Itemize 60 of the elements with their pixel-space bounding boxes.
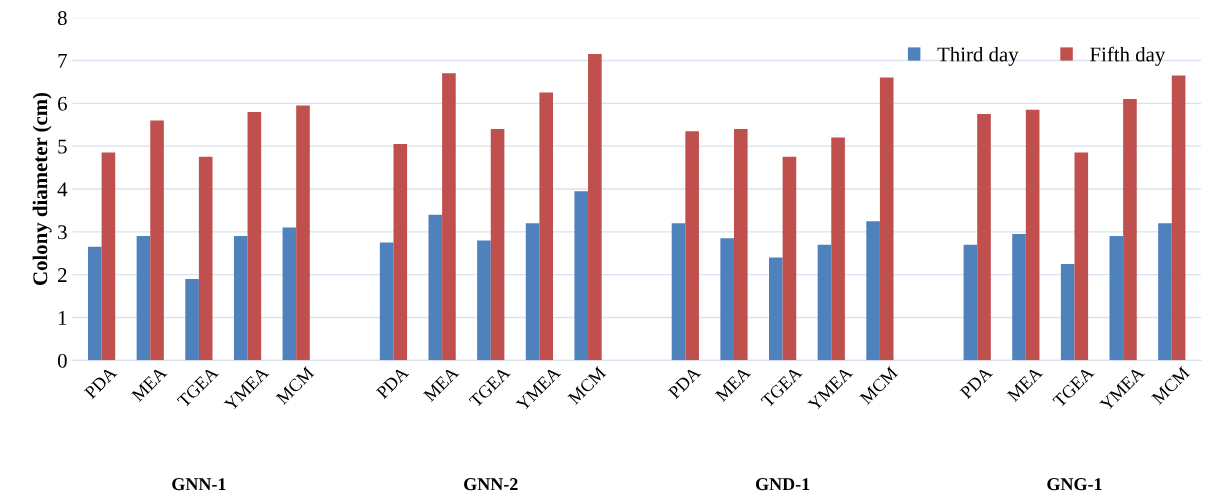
y-tick-label: 1 <box>58 310 67 325</box>
y-tick-label: 4 <box>57 182 68 197</box>
bar <box>1074 152 1089 361</box>
y-tick-label: 5 <box>58 139 67 154</box>
bar <box>1158 223 1172 361</box>
bar <box>866 221 880 361</box>
x-tick-label: PDA <box>667 365 702 400</box>
bar <box>977 114 991 361</box>
bar <box>817 244 832 361</box>
bar <box>1123 99 1137 361</box>
bar <box>963 244 978 361</box>
y-axis-title: Colony diameter (cm) <box>32 92 52 285</box>
bar <box>539 92 554 361</box>
y-tick-label: 0 <box>57 353 67 368</box>
legend-label: Third day <box>937 46 1019 66</box>
y-tick-label: 8 <box>57 11 67 26</box>
text: GND-1 <box>755 478 810 491</box>
bar <box>477 240 491 361</box>
bar <box>1109 236 1124 361</box>
bar <box>150 120 164 361</box>
bar <box>574 191 589 361</box>
text: GNG-1 <box>1047 478 1102 491</box>
bar <box>247 111 262 361</box>
bar <box>733 129 748 361</box>
bar <box>588 54 602 361</box>
text: GNN-1 <box>172 478 226 491</box>
bar <box>525 223 540 361</box>
bar <box>282 227 297 361</box>
bar <box>1012 233 1026 361</box>
bar <box>393 144 408 361</box>
bar <box>782 156 797 361</box>
bar <box>671 223 686 361</box>
x-tick-label: PDA <box>959 365 993 400</box>
text: GNN-2 <box>464 478 518 491</box>
bar <box>720 238 734 361</box>
bar <box>296 105 310 361</box>
x-tick-label: PDA <box>375 365 410 400</box>
bar <box>233 236 248 361</box>
bar <box>101 152 116 361</box>
bar <box>1060 263 1075 361</box>
y-tick-label: 7 <box>58 54 67 68</box>
bar <box>490 129 505 361</box>
bar <box>1025 109 1040 361</box>
x-tick-label: PDA <box>83 365 118 400</box>
legend-label: Fifth day <box>1090 46 1166 66</box>
bar <box>879 77 894 361</box>
bar <box>198 156 213 361</box>
y-tick-label: 2 <box>58 268 67 282</box>
y-tick-label: 6 <box>58 96 67 111</box>
bar <box>185 278 199 361</box>
bar <box>428 214 443 361</box>
bar <box>1171 75 1186 361</box>
bar <box>769 257 783 361</box>
bar <box>442 73 456 361</box>
bar <box>379 242 394 361</box>
bar <box>831 137 845 361</box>
bar <box>136 236 151 361</box>
y-tick-label: 3 <box>58 225 67 240</box>
bar <box>87 246 102 361</box>
bar <box>685 131 699 361</box>
